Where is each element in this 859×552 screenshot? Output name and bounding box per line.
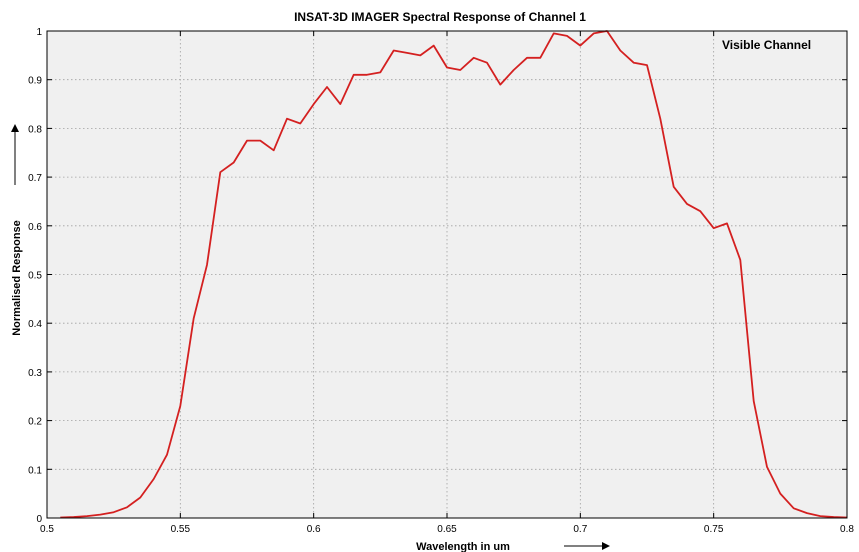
x-tick-label: 0.6 <box>307 524 321 535</box>
y-tick-label: 0.5 <box>28 271 42 282</box>
y-tick-label: 0.6 <box>28 222 42 233</box>
chart-title: INSAT-3D IMAGER Spectral Response of Cha… <box>294 10 586 24</box>
y-tick-label: 0 <box>36 514 42 525</box>
series-line <box>60 30 848 519</box>
plot-frame <box>46 30 848 519</box>
y-axis-arrow <box>11 124 19 185</box>
y-tick-label: 0.7 <box>28 173 42 184</box>
y-tick-label: 0.4 <box>28 319 42 330</box>
series-layer <box>60 30 848 519</box>
y-axis-label: Normalised Response <box>11 220 23 336</box>
x-tick-label: 0.5 <box>40 524 54 535</box>
x-tick-label: 0.8 <box>840 524 854 535</box>
x-tick-label: 0.7 <box>573 524 587 535</box>
y-tick-label: 1 <box>36 27 42 38</box>
y-tick-label: 0.1 <box>28 465 42 476</box>
x-axis-arrow <box>564 542 610 550</box>
x-axis-label: Wavelength in um <box>416 541 510 552</box>
y-tick-label: 0.3 <box>28 368 42 379</box>
axis-ticks: 0.5 0.55 0.6 0.65 0.7 0.75 0.8 0 0.1 0.2 0.3 0.4 0.5… <box>28 27 854 535</box>
x-tick-label: 0.75 <box>704 524 724 535</box>
x-tick-label: 0.65 <box>437 524 457 535</box>
grid <box>47 31 847 518</box>
y-tick-label: 0.8 <box>28 124 42 135</box>
y-tick-label: 0.2 <box>28 417 42 428</box>
y-tick-label: 0.9 <box>28 76 42 87</box>
visible-channel-annotation: Visible Channel <box>722 38 811 52</box>
x-tick-label: 0.55 <box>171 524 191 535</box>
